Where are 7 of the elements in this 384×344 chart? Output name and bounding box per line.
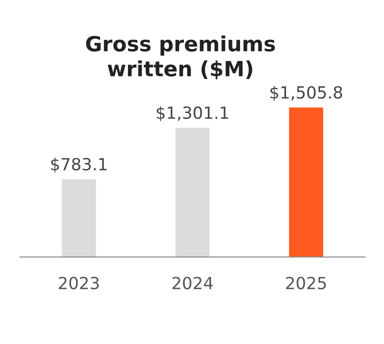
data-label: $1,301.1 [156,106,228,122]
data-label: $1,505.8 [270,86,342,101]
chart-title: Gross premiums written ($M) [86,35,275,80]
x-tick-label: 2025 [286,276,326,290]
data-label: $783.1 [51,158,106,173]
x-tick-label: 2024 [172,276,213,290]
x-tick-label: 2023 [58,276,99,290]
